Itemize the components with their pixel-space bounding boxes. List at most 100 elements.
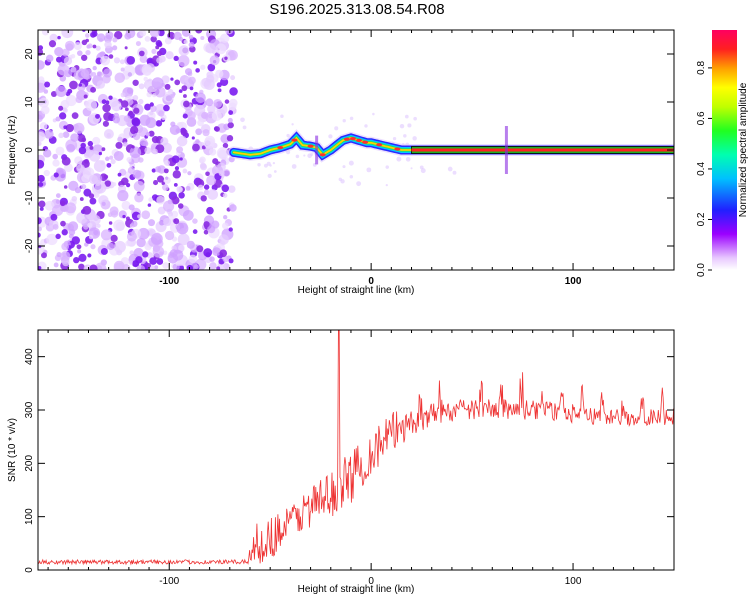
spectrogram-noise-cell: [213, 179, 223, 188]
spectrogram-noise-cell: [104, 40, 112, 49]
colorbar-label: Normalized spectral amplitude: [738, 82, 749, 217]
spectrogram-noise-cell: [66, 143, 76, 153]
spectrogram-noise-cell: [108, 54, 114, 59]
spectrogram-noise-cell: [135, 41, 141, 47]
spectrogram-noise-cell: [87, 222, 93, 228]
spectrogram-noise-cell: [58, 105, 64, 111]
spectrogram-noise-cell: [93, 192, 100, 198]
spectrogram-noise-cell: [75, 96, 83, 104]
spectrogram-noise-cell: [200, 64, 206, 70]
spectrogram-noise-cell: [385, 165, 389, 169]
spectrogram-noise-cell: [102, 103, 111, 113]
spectrogram-noise-cell: [38, 82, 46, 93]
spectrogram-noise-cell: [40, 105, 50, 115]
spectrogram-noise-cell: [132, 95, 139, 101]
spectrogram-noise-cell: [109, 155, 114, 160]
spectrogram-noise-cell: [185, 68, 193, 76]
spectrogram-noise-cell: [291, 164, 297, 169]
spectrogram-noise-cell: [126, 157, 132, 163]
spectrogram-noise-cell: [407, 123, 412, 128]
spectrogram-noise-cell: [164, 83, 171, 90]
spectrogram-noise-cell: [263, 163, 268, 168]
spectrogram-noise-cell: [87, 43, 93, 49]
spectrogram-noise-cell: [113, 260, 125, 270]
colorbar: 0.0 0.2 0.4 0.6 0.8 Normalized spectral ampl…: [696, 30, 749, 277]
spectrogram-noise-cell: [220, 33, 230, 43]
spectrogram-noise-cell: [90, 244, 96, 250]
spectrogram-noise-cell: [156, 175, 165, 183]
spectrogram-noise-cell: [90, 31, 96, 38]
spectrogram-noise-cell: [61, 48, 70, 57]
spectrogram-noise-cell: [217, 88, 222, 93]
spectrogram-noise-cell: [185, 185, 191, 191]
spectrogram-noise-cell: [195, 128, 203, 136]
spectrogram-noise-cell: [208, 148, 217, 156]
spectrogram-noise-cell: [199, 158, 204, 164]
spectrogram-noise-cell: [83, 149, 93, 159]
spectrogram-noise-cell: [193, 60, 198, 65]
spectrogram-noise-cell: [206, 175, 217, 186]
spectrogram-noise-cell: [219, 249, 228, 258]
spectrogram-noise-cell: [48, 40, 57, 48]
spectrogram-noise-cell: [175, 128, 181, 134]
spectrogram-noise-cell: [291, 123, 294, 126]
spectrogram-noise-cell: [61, 242, 69, 251]
spectrogram-noise-cell: [104, 34, 112, 43]
spectrogram-noise-cell: [211, 110, 222, 121]
snr-xtick-label: 100: [565, 576, 582, 587]
spectrogram-noise-cell: [38, 97, 49, 108]
snr-ylabel: SNR (10 * v/v): [7, 418, 18, 482]
spectrogram-noise-cell: [38, 60, 45, 70]
spectrogram-noise-cell: [93, 160, 106, 173]
spectrogram-noise-cell: [78, 146, 87, 155]
spectrogram-noise-cell: [85, 49, 91, 56]
spectrogram-noise-cell: [226, 135, 234, 142]
spectrogram-noise-cell: [171, 196, 180, 205]
spectrogram-noise-cell: [218, 170, 225, 177]
snr-xlabel: Height of straight line (km): [298, 584, 415, 595]
spectrogram-noise-cell: [73, 70, 83, 80]
spectrogram-noise-cell: [77, 249, 82, 254]
spectrogram-noise-cell: [88, 234, 94, 240]
spectrogram-noise-cell: [163, 176, 171, 184]
spectrogram-noise-cell: [139, 114, 151, 126]
spectrogram-noise-cell: [38, 136, 44, 142]
spectrogram-noise-cell: [164, 230, 175, 241]
spectrogram-noise-cell: [92, 44, 97, 49]
spectrogram-noise-cell: [178, 192, 185, 199]
spectrogram-noise-cell: [328, 134, 333, 139]
spectrogram-noise-cell: [124, 46, 128, 50]
spectrogram-noise-cell: [76, 50, 83, 57]
spectrogram-noise-cell: [138, 83, 145, 90]
spectrogram-noise-cell: [38, 48, 44, 56]
spectrogram-noise-cell: [173, 218, 180, 225]
spectrogram-noise-cell: [69, 80, 78, 90]
spectrogram-noise-cell: [211, 220, 220, 229]
spectrogram-noise-cell: [76, 244, 82, 250]
snr-ytick-label: 0: [24, 567, 35, 573]
spectrogram-noise-cell: [96, 80, 106, 89]
spectrogram-peak: [356, 138, 363, 142]
spectrogram-noise-cell: [49, 33, 58, 43]
spectrogram-noise-cell: [188, 254, 198, 264]
spectrogram-noise-cell: [129, 146, 142, 159]
spectrogram-noise-cell: [216, 266, 221, 270]
spectrogram-noise-cell: [199, 162, 207, 169]
spectrogram-noise-cell: [61, 156, 71, 166]
spectrogram-noise-cell: [227, 117, 233, 123]
spectrogram-ylabel: Frequency (Hz): [7, 116, 18, 185]
spectrogram-noise-cell: [177, 203, 184, 209]
spectrogram-noise-cell: [183, 94, 187, 98]
spectrogram-noise-cell: [124, 107, 129, 112]
spectrogram-noise-cell: [186, 110, 196, 120]
spectrogram-noise-cell: [156, 195, 165, 205]
spectrogram-noise-cell: [129, 250, 135, 256]
spectrogram-noise-cell: [125, 216, 130, 221]
spectrogram-noise-cell: [178, 244, 185, 252]
spectrogram-noise-cell: [224, 30, 234, 35]
colorbar-tick-label: 0.4: [696, 162, 707, 176]
spectrogram-noise-cell: [195, 139, 200, 144]
spectrogram-noise-cell: [65, 95, 77, 107]
spectrogram-noise-cell: [162, 262, 169, 269]
spectrogram-noise-cell: [104, 180, 112, 187]
